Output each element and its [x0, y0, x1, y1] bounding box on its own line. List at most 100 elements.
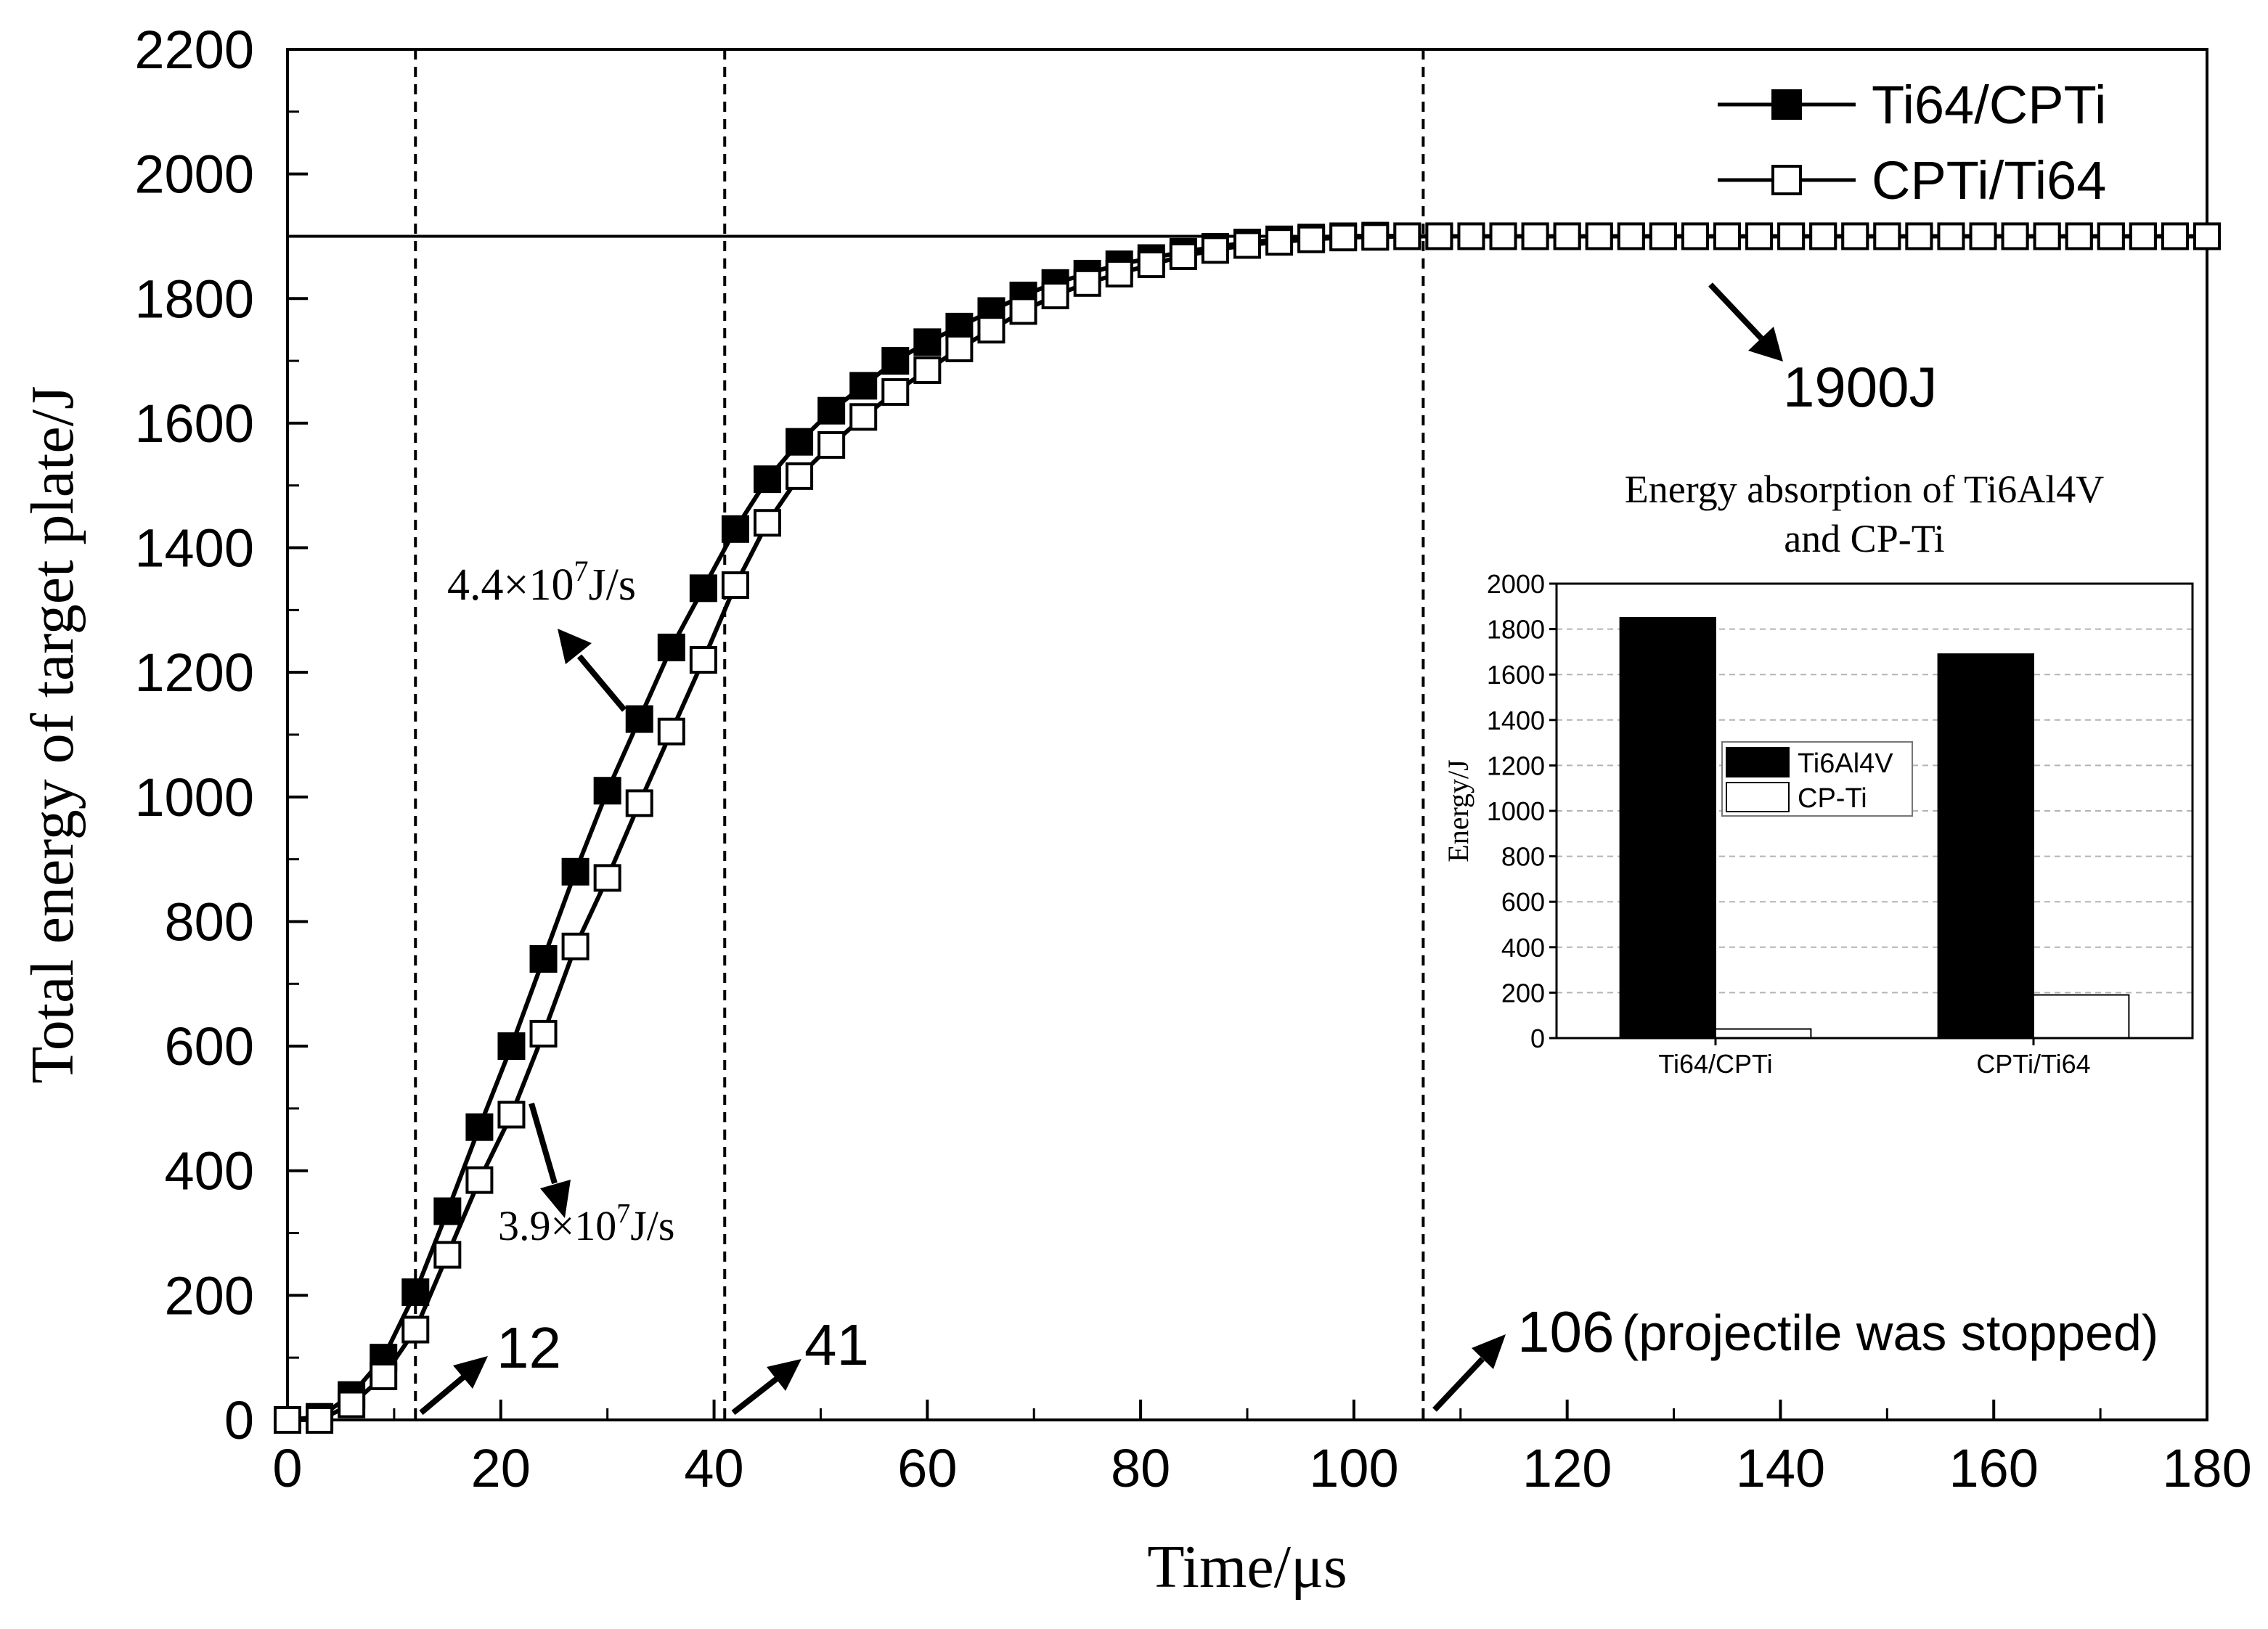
cpti-ti64-point: [2193, 222, 2221, 250]
slope-upper-unit: J/s: [588, 560, 635, 610]
y-tick-label: 600: [165, 1016, 254, 1077]
inset-y-tick-label: 1200: [1487, 751, 1545, 780]
arrow-41-head: [767, 1359, 801, 1391]
y-tick-label: 1400: [134, 518, 254, 579]
y-tick-label: 400: [165, 1141, 254, 1201]
inset-y-tick-label: 200: [1501, 978, 1545, 1008]
inset-category-label: Ti64/CPTi: [1658, 1049, 1772, 1079]
cpti-ti64-point: [561, 932, 590, 960]
arrow-41-shaft: [731, 1373, 782, 1416]
inset-legend-swatch-cp-ti: [1726, 782, 1790, 812]
cpti-ti64-point: [1745, 222, 1774, 250]
inset-y-tick-label: 1000: [1487, 796, 1545, 826]
main-y-axis: 0 200 400 600 800 1000 1200 1400 1600 1800 2000 220…: [134, 20, 308, 1450]
y-tick-label: 2200: [134, 20, 254, 80]
arrow-106: [1432, 1334, 1506, 1412]
inset-y-axis-label: Energy/J: [1442, 759, 1474, 862]
arrow-106-shaft: [1432, 1357, 1485, 1412]
cp-ti-bar: [2033, 994, 2130, 1040]
vline-label-106: 106: [1517, 1299, 1614, 1364]
main-x-axis: 0 20 40 60 80 100 120 140 160 180: [272, 1400, 2252, 1498]
ti64-cpti-point: [529, 944, 558, 973]
cpti-ti64-point: [2065, 222, 2093, 250]
cpti-ti64-point: [1073, 269, 1101, 297]
cpti-ti64-point: [274, 1406, 301, 1434]
vline-note-106: (projectile was stopped): [1622, 1305, 2158, 1361]
cpti-ti64-point: [1105, 259, 1133, 287]
cpti-ti64-point: [2033, 222, 2061, 250]
cpti-ti64-point: [1521, 222, 1549, 250]
cpti-ti64-point: [401, 1315, 430, 1344]
inset-y-tick-label: 2000: [1487, 569, 1545, 599]
cpti-ti64-point: [1425, 222, 1453, 250]
cpti-ti64-point: [1265, 228, 1294, 256]
slope-upper-exponent: 7: [574, 555, 588, 587]
reference-line-label: 1900J: [1783, 355, 1938, 419]
cpti-ti64-point: [689, 646, 717, 674]
arrow-1900j-head: [1748, 327, 1783, 362]
ti64-cpti-point: [561, 857, 590, 886]
arrow-1900j: [1708, 282, 1783, 362]
x-tick-label: 120: [1522, 1438, 1612, 1498]
legend-marker-ti64-cpti: [1771, 89, 1802, 120]
cpti-ti64-point: [1969, 222, 1997, 250]
ti64-cpti-point: [786, 428, 814, 456]
cpti-ti64-point: [1329, 224, 1358, 252]
arrow-slope-lower: [529, 1102, 571, 1218]
ti64-cpti-point: [625, 705, 653, 733]
cpti-ti64-point: [1489, 222, 1517, 250]
inset-bar-chart: Energy absorption of Ti6Al4V and CP-Ti 0…: [1442, 468, 2194, 1079]
slope-lower-base: 3.9×10: [498, 1202, 616, 1249]
y-tick-label: 1000: [134, 767, 254, 828]
main-x-axis-label: Time/μs: [1147, 1533, 1347, 1601]
ti6al4v-bar: [1619, 616, 1717, 1039]
arrow-1900j-shaft: [1708, 282, 1763, 340]
ti64-cpti-point: [401, 1278, 430, 1307]
cpti-ti64-point: [881, 378, 910, 406]
cpti-ti64-point: [1937, 222, 1965, 250]
cpti-ti64-point: [338, 1390, 366, 1418]
slope-lower-unit: J/s: [630, 1202, 674, 1249]
inset-y-tick-label: 1400: [1487, 706, 1545, 735]
cpti-ti64-point: [497, 1101, 526, 1129]
inset-title-line-2: and CP-Ti: [1784, 517, 1945, 560]
cpti-ti64-point: [1713, 222, 1741, 250]
inset-bars-group: [1619, 616, 2130, 1040]
inset-x-axis: Ti64/CPTi CPTi/Ti64: [1658, 1038, 2091, 1079]
cpti-ti64-point: [2161, 222, 2189, 250]
vline-label-41: 41: [804, 1312, 869, 1377]
cpti-ti64-point: [529, 1019, 558, 1048]
slope-lower-exponent: 7: [616, 1199, 630, 1229]
ti64-cpti-point: [433, 1197, 462, 1225]
main-energy-chart: 0 20 40 60 80 100 120 140 160 180 020040060080010…: [19, 20, 2252, 1601]
ti64-cpti-point: [465, 1113, 494, 1141]
cpti-ti64-point: [2001, 222, 2029, 250]
cpti-ti64-point: [433, 1241, 462, 1269]
cpti-ti64-point: [2129, 222, 2157, 250]
inset-legend-label-cp-ti: CP-Ti: [1798, 783, 1867, 814]
main-series-group: [274, 221, 2221, 1434]
cpti-ti64-point: [465, 1166, 494, 1194]
cpti-ti64-point: [1841, 222, 1869, 250]
x-tick-label: 140: [1736, 1438, 1825, 1498]
slope-label-upper: 4.4×107J/s: [447, 555, 636, 610]
y-tick-label: 2000: [134, 144, 254, 205]
inset-legend: Ti6Al4V CP-Ti: [1721, 741, 1913, 817]
cpti-ti64-point: [849, 403, 878, 431]
y-tick-label: 1800: [134, 269, 254, 329]
ti64-cpti-point: [497, 1032, 526, 1061]
cpti-ti64-point: [1553, 222, 1581, 250]
cpti-ti64-point: [1297, 225, 1326, 253]
y-tick-label: 0: [224, 1390, 254, 1450]
cpti-ti64-point: [1201, 236, 1229, 264]
inset-title-line-1: Energy absorption of Ti6Al4V: [1625, 468, 2105, 511]
x-tick-label: 40: [684, 1438, 743, 1498]
slope-label-lower: 3.9×107J/s: [498, 1199, 674, 1249]
cpti-ti64-point: [1777, 222, 1806, 250]
cpti-ti64-point: [817, 430, 846, 459]
ti64-cpti-point: [849, 372, 878, 400]
ti64-cpti-point: [817, 396, 846, 425]
arrow-12-head: [453, 1356, 488, 1389]
annotations: 1900J 4.4×107J/s 3.9×107J/s 12 41 106 (p…: [419, 282, 2158, 1416]
